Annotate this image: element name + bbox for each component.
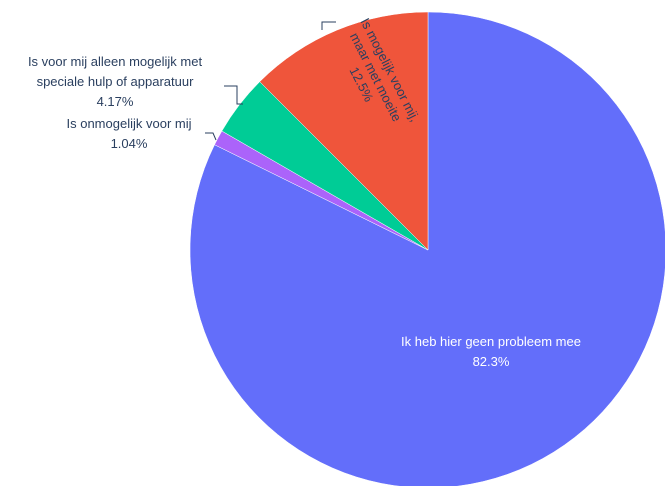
slice-label-text: Is onmogelijk voor mij xyxy=(67,116,192,131)
slice-label-text: Ik heb hier geen probleem mee xyxy=(401,334,581,349)
pie-slice-is-mogelijk-voor-mij-maar-met-moeite[interactable] xyxy=(259,11,429,251)
pie-slices xyxy=(189,11,665,486)
label-connector-line xyxy=(224,85,243,105)
slice-label-text: speciale hulp of apparatuur xyxy=(37,74,195,89)
label-connector-line xyxy=(205,132,217,141)
slice-label-text: Is voor mij alleen mogelijk met xyxy=(28,54,203,69)
label-connector-line xyxy=(321,21,336,30)
slice-value-text: 82.3% xyxy=(473,354,510,369)
slice-value-text: 4.17% xyxy=(97,94,134,109)
pie-slice-ik-heb-hier-geen-probleem-mee[interactable] xyxy=(189,11,665,486)
slice-value-text: 1.04% xyxy=(111,136,148,151)
